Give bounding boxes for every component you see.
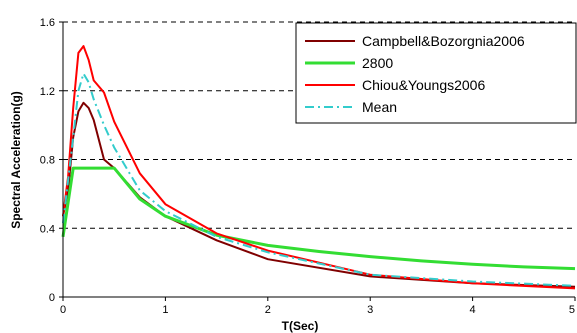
series-line-1 [61, 166, 576, 271]
y-tick-labels: 0 0.4 0.8 1.2 1.6 [40, 17, 55, 304]
y-tick-label-2: 0.8 [40, 155, 55, 167]
x-tick-label-0: 0 [60, 304, 66, 316]
series-line-0 [62, 101, 576, 288]
y-tick-label-3: 1.2 [40, 86, 55, 98]
axes [59, 21, 576, 301]
legend-label-2: Chiou&Youngs2006 [362, 77, 485, 93]
x-axis-title: T(Sec) [282, 319, 319, 333]
legend: Campbell&Bozorgnia2006 2800 Chiou&Youngs20… [295, 22, 577, 124]
x-tick-label-2: 2 [265, 304, 271, 316]
x-tick-labels: 0 1 2 3 4 5 [60, 304, 575, 316]
y-axis-title: Spectral Acceleration(g) [9, 91, 23, 229]
x-tick-label-5: 5 [569, 304, 575, 316]
legend-label-0: Campbell&Bozorgnia2006 [362, 33, 525, 49]
legend-box [295, 22, 577, 124]
y-tick-label-0: 0 [49, 292, 55, 304]
y-tick-label-1: 0.4 [40, 223, 55, 235]
x-tick-label-3: 3 [367, 304, 373, 316]
series-line-3 [62, 72, 576, 287]
legend-label-1: 2800 [362, 55, 393, 71]
legend-label-3: Mean [362, 99, 397, 115]
x-tick-label-1: 1 [162, 304, 168, 316]
y-tick-label-4: 1.6 [40, 17, 55, 29]
series-lines [61, 45, 576, 290]
x-tick-label-4: 4 [470, 304, 476, 316]
